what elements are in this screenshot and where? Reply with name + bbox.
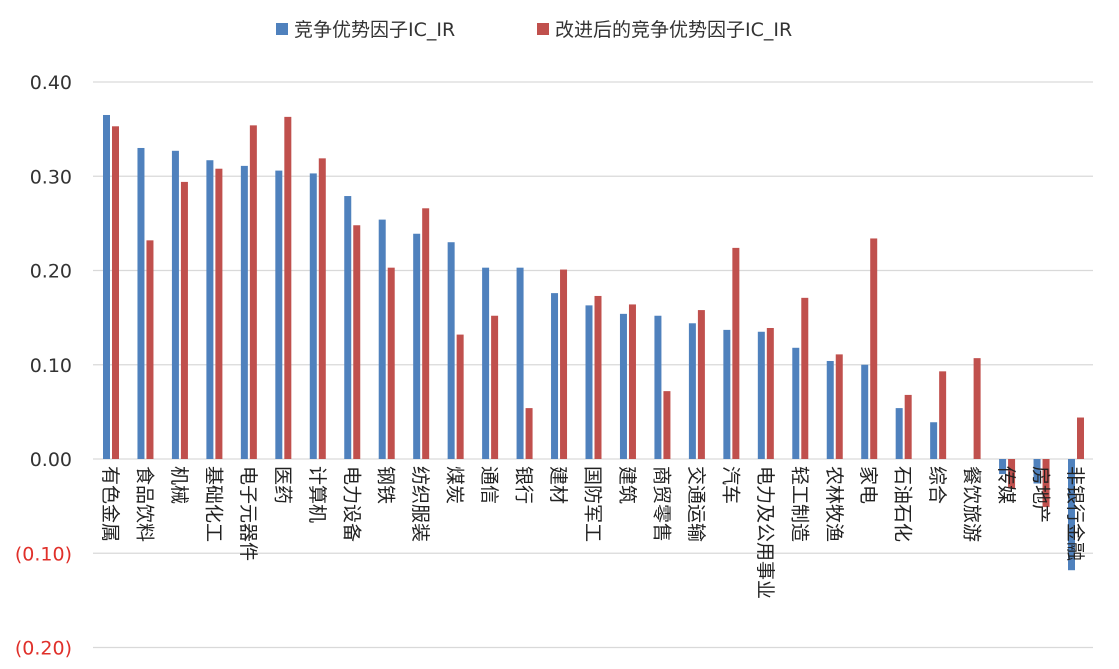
bar-2 <box>1042 459 1050 508</box>
bar-1 <box>930 422 938 459</box>
x-tick-label: 房地产 <box>1030 466 1052 523</box>
x-tick-label: 电力及公用事业 <box>754 466 776 599</box>
x-tick-label: 计算机 <box>306 466 328 523</box>
bar-2 <box>422 208 430 459</box>
x-tick-label: 钢铁 <box>375 466 397 504</box>
bar-1 <box>447 242 455 459</box>
x-tick-label: 电力设备 <box>340 466 362 542</box>
bar-1 <box>619 313 627 459</box>
bar-1 <box>482 267 490 459</box>
bar-2 <box>491 315 499 459</box>
bar-2 <box>284 116 292 459</box>
bar-2 <box>732 247 740 459</box>
bar-2 <box>180 181 188 459</box>
bar-1 <box>206 160 214 460</box>
x-tick-label: 综合 <box>926 466 948 504</box>
x-tick-label: 交通运输 <box>685 466 707 542</box>
y-tick-label: 0.30 <box>30 166 72 188</box>
bar-2 <box>594 295 602 459</box>
x-tick-label: 商贸零售 <box>650 466 672 542</box>
bar-1 <box>413 233 421 459</box>
bar-2 <box>628 304 636 459</box>
bar-1 <box>585 305 593 459</box>
x-tick-label: 石油石化 <box>892 466 914 542</box>
bar-1 <box>516 267 524 459</box>
bar-2 <box>973 358 981 459</box>
bar-1 <box>309 173 317 460</box>
x-tick-label: 医药 <box>271 466 293 504</box>
bar-1 <box>999 459 1007 475</box>
bar-1 <box>275 170 283 459</box>
bar-2 <box>663 391 671 459</box>
x-tick-label: 家电 <box>857 466 879 504</box>
y-tick-label: 0.00 <box>30 449 72 471</box>
x-tick-label: 基础化工 <box>202 466 224 542</box>
bar-1 <box>1068 459 1075 571</box>
bar-2 <box>1077 417 1084 459</box>
x-tick-label: 银行 <box>513 466 535 504</box>
legend-swatch-series-1 <box>276 23 288 35</box>
bar-1 <box>826 360 834 459</box>
bar-2 <box>939 371 947 459</box>
bar-1 <box>723 329 731 459</box>
x-tick-label: 通信 <box>478 466 500 504</box>
bar-2 <box>353 225 361 459</box>
x-tick-label: 机械 <box>168 466 190 504</box>
y-tick-label: (0.10) <box>15 543 72 565</box>
bar-1 <box>757 331 765 459</box>
bar-2 <box>318 158 326 459</box>
bar-1 <box>1033 459 1041 484</box>
x-tick-label: 传媒 <box>995 466 1017 504</box>
bar-2 <box>215 168 223 459</box>
legend-swatch-series-2 <box>537 23 549 35</box>
x-tick-label: 煤炭 <box>444 466 466 504</box>
bar-2 <box>387 267 395 459</box>
x-tick-label: 建筑 <box>616 466 638 504</box>
legend-label-series-2: 改进后的竞争优势因子IC_IR <box>555 19 792 41</box>
bar-1 <box>792 347 800 459</box>
y-tick-label: 0.40 <box>30 72 72 94</box>
bar-2 <box>249 125 257 459</box>
bar-1 <box>240 165 248 459</box>
bar-2 <box>112 126 119 460</box>
bar-2 <box>146 240 154 459</box>
y-tick-label: 0.20 <box>30 261 72 283</box>
x-tick-label: 轻工制造 <box>788 466 810 542</box>
bar-2 <box>456 334 464 459</box>
bar-1 <box>551 293 559 459</box>
x-tick-label: 有色金属 <box>99 466 121 542</box>
x-tick-label: 建材 <box>547 466 569 504</box>
bar-2 <box>870 238 878 459</box>
bar-2 <box>560 269 568 459</box>
bar-1 <box>137 147 145 459</box>
bar-1 <box>895 408 903 459</box>
bar-2 <box>525 408 533 459</box>
legend: 竞争优势因子IC_IR 改进后的竞争优势因子IC_IR <box>276 19 792 41</box>
bar-1 <box>654 315 662 459</box>
bar-2 <box>1008 459 1016 489</box>
bar-1 <box>103 114 110 460</box>
bar-1 <box>171 150 179 460</box>
bar-1 <box>861 364 869 459</box>
bar-2 <box>835 354 843 459</box>
y-tick-label: (0.20) <box>15 638 72 660</box>
bar-2 <box>697 310 705 459</box>
bar-2 <box>904 394 912 459</box>
x-tick-label: 餐饮旅游 <box>961 466 983 542</box>
legend-label-series-1: 竞争优势因子IC_IR <box>294 19 455 41</box>
bar-1 <box>378 219 386 459</box>
bar-1 <box>344 196 352 460</box>
bar-1 <box>688 323 696 459</box>
x-tick-label: 纺织服装 <box>409 466 431 542</box>
x-tick-label: 国防军工 <box>582 466 604 542</box>
bar-2 <box>766 327 774 459</box>
y-tick-label: 0.10 <box>30 355 72 377</box>
x-tick-label: 农林牧渔 <box>823 466 845 542</box>
x-tick-label: 电子元器件 <box>237 466 259 561</box>
x-tick-label: 非银行金融 <box>1064 466 1086 561</box>
bar-2 <box>801 297 809 459</box>
x-tick-label: 食品饮料 <box>133 466 155 542</box>
x-tick-label: 汽车 <box>719 466 741 504</box>
